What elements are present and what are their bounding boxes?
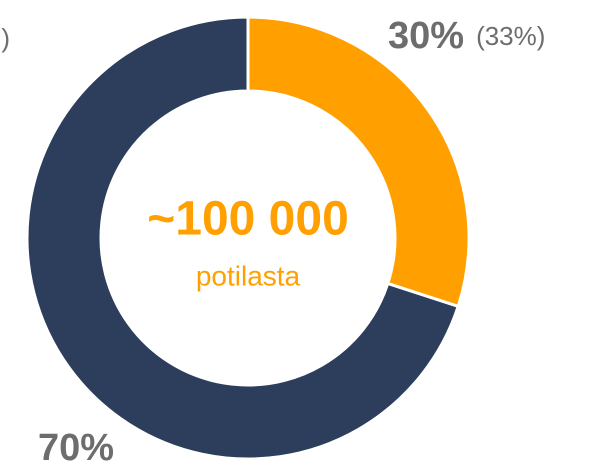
donut-segment [25,15,461,461]
center-subtitle: potilasta [196,260,301,291]
center-title: ~100 000 [147,193,349,246]
annotation: ) [1,23,10,53]
value-label: 30% [388,15,464,57]
donut-segment [246,15,471,309]
comparison-label: (33%) [476,21,545,51]
value-label: 70% [38,427,114,469]
